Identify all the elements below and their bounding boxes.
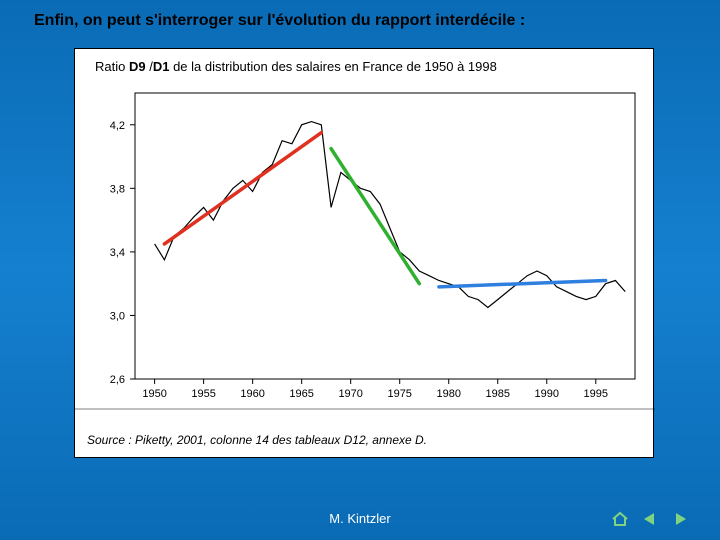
x-tick-label: 1970 <box>338 388 362 400</box>
y-tick-label: 2,6 <box>110 374 125 386</box>
x-tick-label: 1960 <box>240 388 264 400</box>
x-tick-label: 1950 <box>142 388 166 400</box>
y-tick-label: 3,4 <box>110 247 125 259</box>
y-tick-label: 4,2 <box>110 120 125 132</box>
nav-next-button[interactable] <box>670 510 690 528</box>
y-tick-label: 3,0 <box>110 310 125 322</box>
y-tick-label: 3,8 <box>110 183 125 195</box>
triangle-right-icon <box>672 511 688 527</box>
x-tick-label: 1975 <box>387 388 411 400</box>
trend-down <box>331 149 419 284</box>
title-mid: / <box>146 59 153 74</box>
slide-heading: Enfin, on peut s'interroger sur l'évolut… <box>34 12 686 30</box>
title-prefix: Ratio <box>95 59 129 74</box>
plot-frame <box>135 93 635 379</box>
trend-flat <box>439 280 606 286</box>
x-tick-label: 1990 <box>535 388 559 400</box>
data-line <box>155 122 626 308</box>
x-tick-label: 1995 <box>584 388 608 400</box>
trend-up <box>164 133 321 244</box>
x-tick-label: 1965 <box>289 388 313 400</box>
title-d9: D9 <box>129 59 146 74</box>
x-tick-label: 1955 <box>191 388 215 400</box>
title-suffix: de la distribution des salaires en Franc… <box>169 59 496 74</box>
x-tick-label: 1985 <box>486 388 510 400</box>
nav-home-button[interactable] <box>610 510 630 528</box>
nav-controls <box>610 510 690 528</box>
nav-prev-button[interactable] <box>640 510 660 528</box>
chart-source: Source : Piketty, 2001, colonne 14 des t… <box>87 433 427 447</box>
line-chart: 2,6 3,0 3,4 3,8 4,2 1950 1955 1960 1965 1970 1975 1… <box>75 49 655 429</box>
chart-panel: Ratio D9 /D1 de la distribution des sala… <box>74 48 654 458</box>
source-text: : Piketty, 2001, colonne 14 des tableaux… <box>125 433 427 447</box>
title-d1: D1 <box>153 59 170 74</box>
chart-title: Ratio D9 /D1 de la distribution des sala… <box>95 59 497 74</box>
source-label: Source <box>87 433 125 447</box>
triangle-left-icon <box>642 511 658 527</box>
home-icon <box>611 511 629 527</box>
x-tick-label: 1980 <box>436 388 460 400</box>
